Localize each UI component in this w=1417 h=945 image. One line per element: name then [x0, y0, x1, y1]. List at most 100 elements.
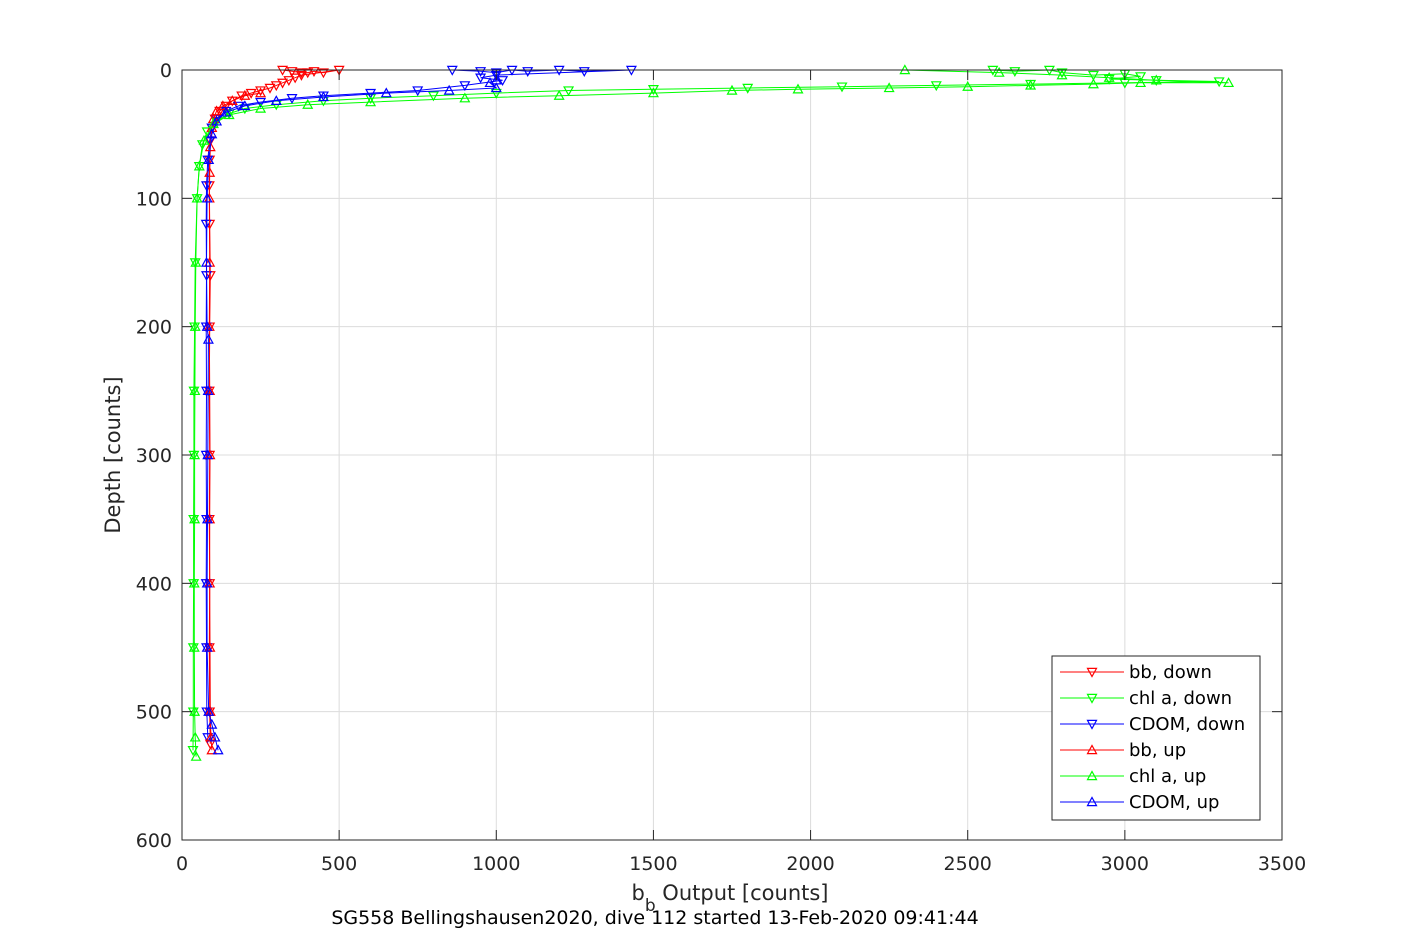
- data-point: [380, 87, 392, 98]
- data-point: [962, 80, 974, 91]
- data-point: [201, 577, 213, 588]
- data-point: [1009, 67, 1021, 78]
- series-5: [200, 74, 502, 755]
- legend-entry-label: CDOM, up: [1129, 792, 1219, 813]
- data-point: [286, 94, 298, 104]
- data-point: [202, 733, 214, 744]
- x-tick-label: 1000: [472, 853, 520, 875]
- data-point: [427, 91, 439, 102]
- x-axis-label-subscript: b: [645, 896, 656, 916]
- data-point: [188, 577, 200, 588]
- y-tick-label: 0: [160, 60, 172, 82]
- data-point: [190, 256, 202, 267]
- data-point: [255, 102, 267, 113]
- legend-marker: [1086, 770, 1098, 781]
- series-line: [192, 69, 1220, 751]
- data-point: [206, 744, 218, 755]
- data-point: [742, 83, 754, 94]
- data-point: [220, 101, 232, 112]
- legend-entry-label: CDOM, down: [1129, 714, 1245, 735]
- data-point: [202, 333, 214, 344]
- data-point: [191, 192, 203, 203]
- data-point: [189, 449, 201, 460]
- data-point: [1223, 77, 1235, 88]
- data-point: [203, 154, 215, 165]
- data-point: [201, 192, 213, 203]
- data-point: [198, 134, 210, 145]
- data-point: [190, 750, 202, 761]
- data-point: [188, 641, 200, 652]
- data-point: [443, 84, 455, 95]
- series-line: [193, 69, 1229, 757]
- data-point: [459, 92, 471, 103]
- x-axis-label-rest: Output [counts]: [656, 881, 829, 905]
- data-point: [200, 450, 212, 461]
- data-point: [201, 641, 213, 652]
- legend-marker: [1086, 744, 1098, 755]
- data-point: [220, 106, 232, 117]
- x-tick-label: 1500: [629, 853, 677, 875]
- y-tick-label: 300: [136, 445, 172, 467]
- x-axis-label: bb Output [counts]: [631, 881, 828, 916]
- data-point: [286, 67, 298, 78]
- data-point: [792, 83, 804, 94]
- data-point: [490, 74, 502, 85]
- data-point: [317, 68, 329, 79]
- data-point: [223, 109, 235, 120]
- data-point: [239, 100, 251, 111]
- data-point: [475, 73, 487, 84]
- y-tick-label: 500: [136, 702, 172, 724]
- data-point: [189, 385, 201, 396]
- legend: bb, down chl a, down CDOM, down bb, up chl a…: [1051, 655, 1261, 821]
- data-point: [1135, 72, 1147, 83]
- x-tick-label: 500: [321, 853, 357, 875]
- data-point: [217, 100, 229, 111]
- data-point: [200, 386, 213, 397]
- legend-box: [1051, 655, 1261, 821]
- data-point: [578, 67, 590, 78]
- data-point: [206, 718, 218, 729]
- data-point: [255, 87, 267, 98]
- x-tick-label: 3000: [1101, 853, 1149, 875]
- data-point: [497, 76, 509, 87]
- legend-marker: [1086, 693, 1098, 704]
- data-point: [200, 181, 213, 192]
- y-tick-label: 200: [136, 317, 172, 339]
- data-point: [201, 320, 213, 331]
- series-layer: [187, 64, 1235, 761]
- legend-entry-label: bb, up: [1129, 740, 1186, 761]
- data-point: [211, 115, 223, 126]
- data-point: [295, 68, 307, 79]
- data-point: [202, 449, 214, 460]
- legend-entry-label: chl a, up: [1129, 766, 1206, 787]
- data-point: [187, 745, 199, 756]
- data-point: [1056, 69, 1068, 80]
- data-point: [211, 105, 223, 116]
- data-point: [930, 81, 942, 92]
- data-point: [255, 86, 267, 97]
- data-point: [490, 68, 502, 79]
- data-point: [365, 96, 377, 107]
- data-point: [202, 385, 214, 396]
- data-point: [1103, 74, 1115, 85]
- data-point: [1135, 77, 1147, 88]
- data-point: [1056, 68, 1068, 79]
- data-point: [189, 320, 201, 331]
- data-point: [201, 127, 213, 138]
- x-tick-label: 0: [176, 853, 188, 875]
- data-point: [226, 95, 238, 105]
- legend-marker: [1086, 796, 1098, 807]
- data-point: [302, 98, 314, 109]
- series-line: [205, 79, 498, 751]
- data-point: [193, 160, 205, 171]
- data-point: [200, 256, 213, 267]
- data-point: [1087, 70, 1099, 81]
- data-point: [1025, 79, 1037, 90]
- series-4: [188, 64, 1235, 761]
- x-tick-label: 2500: [944, 853, 992, 875]
- data-point: [189, 513, 201, 524]
- data-point: [1103, 71, 1115, 82]
- data-point: [200, 219, 212, 230]
- data-point: [212, 744, 224, 755]
